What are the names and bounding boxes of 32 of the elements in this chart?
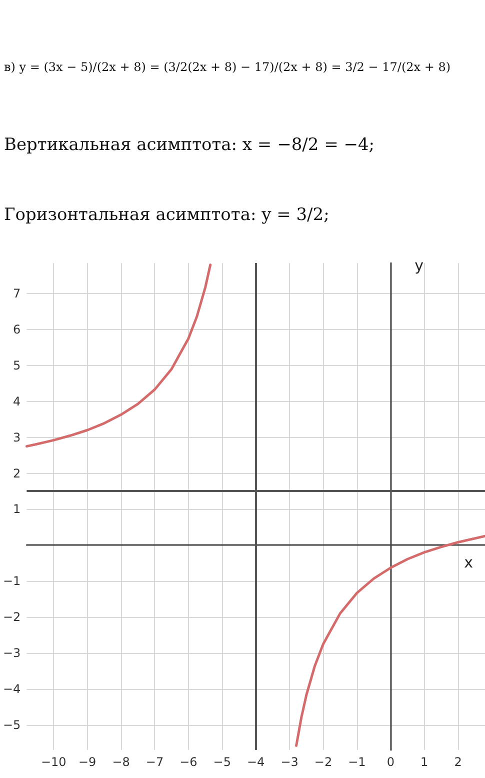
x-tick-label: 1 bbox=[420, 755, 428, 769]
y-tick-label: 4 bbox=[13, 394, 21, 408]
y-tick-label: −2 bbox=[2, 610, 21, 624]
y-tick-label: 7 bbox=[13, 286, 21, 301]
y-axis-title: y bbox=[414, 256, 424, 274]
line-series bbox=[295, 534, 485, 747]
y-tick-label: −3 bbox=[2, 646, 21, 660]
x-tick-label: −8 bbox=[112, 755, 130, 769]
x-tick-label: −3 bbox=[280, 755, 298, 769]
y-tick-label: −5 bbox=[2, 718, 21, 732]
x-axis-title: x bbox=[464, 554, 474, 572]
x-tick-label: −4 bbox=[246, 755, 265, 769]
x-tick-label: 2 bbox=[454, 755, 462, 769]
y-tick-label: 2 bbox=[13, 466, 21, 480]
x-tick-label: −10 bbox=[40, 755, 66, 769]
x-tick-label: −6 bbox=[180, 755, 198, 769]
x-tick-label: −2 bbox=[314, 755, 332, 769]
text: в) y = (3x − 5)/(2x + 8) = (3/2(2x + 8) − 17)/(2x + 8) = 3/2 − 17/(2x + 8) bbox=[4, 60, 451, 74]
x-tick-label: −9 bbox=[78, 755, 96, 769]
y-tick-label: 3 bbox=[13, 430, 21, 444]
text: Вертикальная асимптота: x = −8/2 = −4; bbox=[4, 135, 375, 155]
x-tick-label: 0 bbox=[386, 755, 394, 769]
y-tick-label: −1 bbox=[2, 574, 21, 588]
y-tick-label: 1 bbox=[13, 502, 21, 516]
x-tick-label: −7 bbox=[146, 755, 164, 769]
x-tick-label: −1 bbox=[348, 755, 366, 769]
line-series bbox=[25, 264, 212, 448]
y-tick-label: −4 bbox=[2, 682, 21, 696]
text: Горизонтальная асимптота: y = 3/2; bbox=[4, 205, 330, 225]
x-tick-label: −5 bbox=[213, 755, 231, 769]
y-tick-label: 5 bbox=[13, 358, 21, 372]
y-tick-label: 6 bbox=[13, 322, 21, 336]
